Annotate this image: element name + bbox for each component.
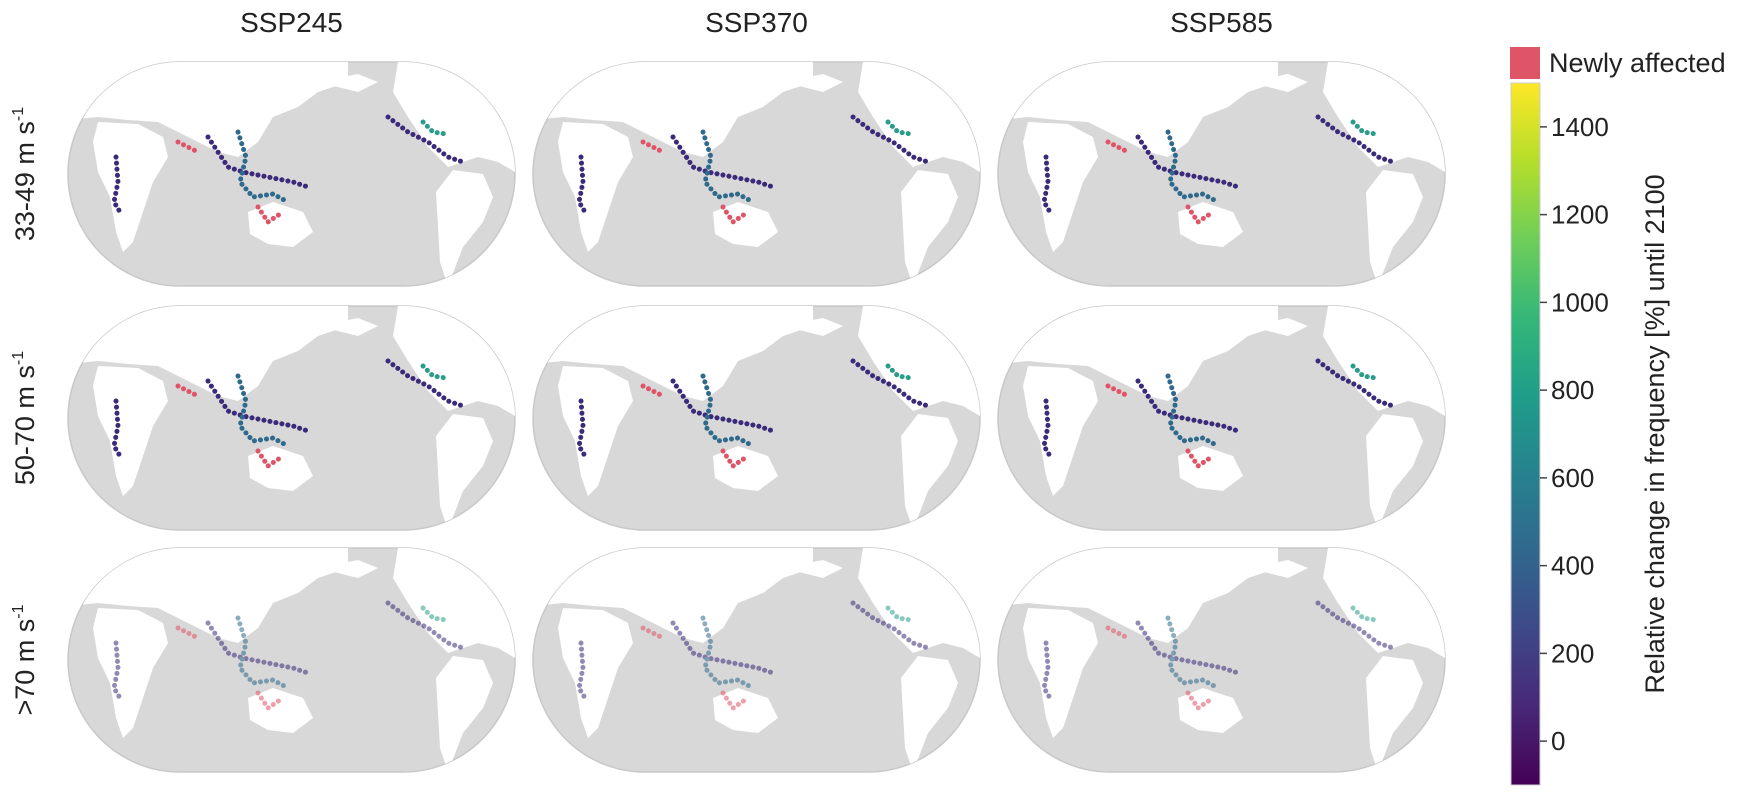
tick-label: 1000 — [1551, 287, 1609, 317]
row-label-sup: -1 — [10, 107, 27, 121]
map-panel — [533, 62, 980, 286]
map-base — [998, 548, 1445, 772]
map-panel — [68, 548, 515, 772]
map-panel — [68, 62, 515, 286]
column-title: SSP585 — [1170, 7, 1273, 38]
colorbar-label: Relative change in frequency [%] until 2… — [1640, 174, 1670, 693]
map-panel — [998, 548, 1445, 772]
row-label: 50-70 m s-1 — [10, 351, 40, 485]
row-label-sup: -1 — [10, 604, 27, 618]
tick-label: 0 — [1551, 726, 1565, 756]
column-title: SSP245 — [240, 7, 343, 38]
tick-label: 400 — [1551, 551, 1594, 581]
map-base — [68, 62, 515, 286]
map-panel — [533, 548, 980, 772]
map-panel — [533, 306, 980, 530]
tick-label: 1200 — [1551, 200, 1609, 230]
row-label-text: >70 m s — [10, 619, 40, 716]
map-base — [998, 306, 1445, 530]
row-label: >70 m s-1 — [10, 604, 40, 715]
tick-label: 800 — [1551, 375, 1594, 405]
map-base — [533, 62, 980, 286]
row-label-text: 50-70 m s — [10, 365, 40, 485]
map-base — [68, 306, 515, 530]
map-base — [533, 548, 980, 772]
row-label: 33-49 m s-1 — [10, 107, 40, 241]
row-label-sup: -1 — [10, 351, 27, 365]
row-label-text: 33-49 m s — [10, 121, 40, 241]
tick-label: 600 — [1551, 463, 1594, 493]
map-base — [533, 306, 980, 530]
map-base — [998, 62, 1445, 286]
map-panel — [68, 306, 515, 530]
tick-label: 1400 — [1551, 112, 1609, 142]
tick-label: 200 — [1551, 638, 1594, 668]
map-base — [68, 548, 515, 772]
column-title: SSP370 — [705, 7, 808, 38]
colorbar — [1510, 82, 1541, 786]
legend-swatch — [1510, 47, 1540, 79]
map-panel — [998, 306, 1445, 530]
map-panel — [998, 62, 1445, 286]
legend-label: Newly affected — [1549, 48, 1726, 78]
